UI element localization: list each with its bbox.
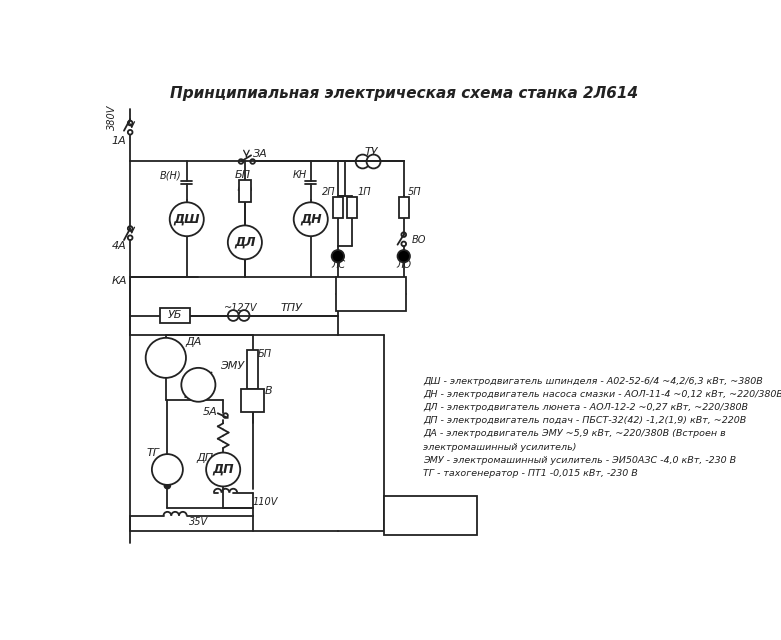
Text: ДЛ - электродвигатель люнета - АОЛ-12-2 ~0,27 кВт, ~220/380В: ДЛ - электродвигатель люнета - АОЛ-12-2 … <box>423 403 748 412</box>
Text: электромашинный усилитель): электромашинный усилитель) <box>423 442 576 452</box>
Text: ВО: ВО <box>412 235 426 245</box>
Bar <box>241 388 264 412</box>
Circle shape <box>398 250 410 262</box>
Text: Принципиальная электрическая схема станка 2Л614: Принципиальная электрическая схема станк… <box>169 86 638 101</box>
Text: ЭМУ - электромашинный усилитель - ЭИ50АЗС -4,0 кВт, -230 В: ЭМУ - электромашинный усилитель - ЭИ50АЗ… <box>423 456 736 465</box>
Text: ДШ - электродвигатель шпинделя - А02-52-6/4 ~4,2/6,3 кВт, ~380В: ДШ - электродвигатель шпинделя - А02-52-… <box>423 377 763 386</box>
Text: ЭМУ: ЭМУ <box>220 360 244 371</box>
Bar <box>399 197 408 218</box>
Circle shape <box>239 310 249 321</box>
Bar <box>337 277 406 311</box>
Bar <box>333 197 343 218</box>
Circle shape <box>181 368 216 402</box>
Text: ЛС: ЛС <box>331 260 345 269</box>
Text: ТПУ: ТПУ <box>280 303 302 313</box>
Text: ТУ: ТУ <box>365 147 378 157</box>
Text: УБ: УБ <box>168 310 182 321</box>
Text: 4А: 4А <box>112 241 127 251</box>
Bar <box>248 350 258 388</box>
Text: ДА - электродвигатель ЭМУ ~5,9 кВт, ~220/380В (Встроен в: ДА - электродвигатель ЭМУ ~5,9 кВт, ~220… <box>423 429 726 438</box>
Text: ТГ - тахогенератор - ПТ1 -0,015 кВт, -230 В: ТГ - тахогенератор - ПТ1 -0,015 кВт, -23… <box>423 468 638 477</box>
Text: ДШ: ДШ <box>173 212 200 226</box>
Text: ТГ: ТГ <box>147 447 159 458</box>
Text: ~127V: ~127V <box>224 303 258 313</box>
Text: В: В <box>264 386 272 396</box>
Text: ДН - электродвигатель насоса смазки - АОЛ-11-4 ~0,12 кВт, ~220/380В: ДН - электродвигатель насоса смазки - АО… <box>423 390 781 399</box>
Text: 110V: 110V <box>252 497 278 507</box>
Text: ДП: ДП <box>197 453 214 463</box>
Text: БП: БП <box>258 349 272 359</box>
Circle shape <box>206 452 241 486</box>
Text: 1П: 1П <box>357 188 371 197</box>
Circle shape <box>366 155 380 168</box>
Text: 5П: 5П <box>408 188 421 197</box>
Text: КА: КА <box>112 276 127 286</box>
Bar <box>347 197 357 218</box>
Circle shape <box>228 225 262 259</box>
Text: ДЛ: ДЛ <box>234 236 255 249</box>
Circle shape <box>146 338 186 378</box>
Text: ЗА: ЗА <box>252 148 267 159</box>
Circle shape <box>152 454 183 485</box>
Circle shape <box>294 202 328 236</box>
Bar <box>384 497 477 535</box>
Text: 5А: 5А <box>203 407 218 417</box>
Circle shape <box>228 310 239 321</box>
Text: ЛО: ЛО <box>396 260 412 269</box>
Text: БП: БП <box>234 170 251 180</box>
Text: КН: КН <box>293 170 307 180</box>
Text: ДА: ДА <box>185 337 201 348</box>
Circle shape <box>164 483 170 489</box>
Circle shape <box>355 155 369 168</box>
Circle shape <box>169 202 204 236</box>
Text: 380V: 380V <box>106 104 116 129</box>
Text: 2П: 2П <box>322 188 336 197</box>
Text: ДП: ДП <box>212 463 234 476</box>
Bar <box>239 180 251 202</box>
Text: 1А: 1А <box>112 136 127 147</box>
Circle shape <box>332 250 344 262</box>
Text: ДП - электродвигатель подач - ПБСТ-32(42) -1,2(1,9) кВт, ~220В: ДП - электродвигатель подач - ПБСТ-32(42… <box>423 417 747 426</box>
Polygon shape <box>247 392 259 402</box>
Text: ДН: ДН <box>300 212 322 226</box>
Text: 35V: 35V <box>189 517 208 527</box>
Bar <box>160 308 190 323</box>
Text: В(Н): В(Н) <box>159 170 181 180</box>
